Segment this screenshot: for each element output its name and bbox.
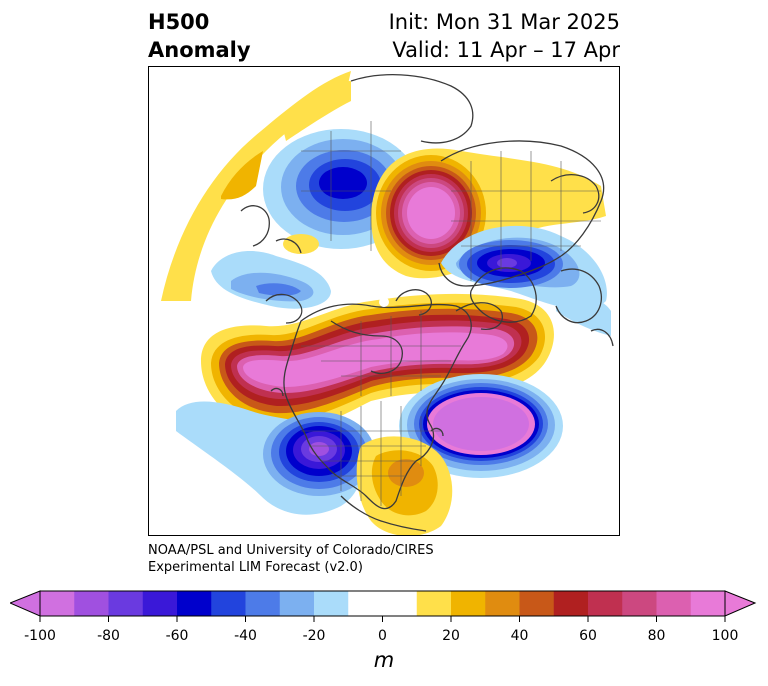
- colorbar-unit: m: [373, 648, 395, 672]
- credit-line-2: Experimental LIM Forecast (v2.0): [148, 560, 363, 575]
- colorbar-cell: [588, 591, 623, 616]
- political-borders: [301, 121, 601, 506]
- credit-text: NOAA/PSL and University of Colorado/CIRE…: [148, 542, 434, 576]
- colorbar-tick-label: -100: [24, 628, 56, 644]
- colorbar-under-triangle: [10, 590, 41, 617]
- colorbar: [10, 590, 757, 622]
- colorbar-cell: [245, 591, 281, 616]
- coastlines: [240, 74, 614, 532]
- colorbar-cell: [40, 591, 75, 616]
- colorbar-tick-label: 0: [378, 628, 387, 644]
- colorbar-cell: [451, 591, 486, 616]
- colorbar-cell: [553, 591, 589, 616]
- colorbar-cell: [142, 591, 178, 616]
- anomaly-west-pacific-trough: [211, 251, 331, 309]
- colorbar-cell: [622, 591, 657, 616]
- colorbar-cell: [519, 591, 555, 616]
- colorbar-cell: [690, 591, 726, 616]
- colorbar-tick-label: -60: [165, 628, 189, 644]
- colorbar-over-triangle: [724, 590, 757, 617]
- colorbar-cell: [74, 591, 109, 616]
- anomaly-arctic-ridge: [371, 148, 606, 279]
- colorbar-tick-label: -40: [234, 628, 257, 644]
- colorbar-cell: [314, 591, 349, 616]
- title-line-2: Anomaly: [148, 38, 251, 62]
- colorbar-cell: [416, 591, 452, 616]
- colorbar-cell: [211, 591, 246, 616]
- colorbar-tick-label: 60: [579, 628, 597, 644]
- colorbar-cell: [279, 591, 315, 616]
- pole-marker: [379, 297, 389, 307]
- colorbar-cell: [108, 591, 144, 616]
- anomaly-canada-atlantic-ridge: [201, 293, 554, 432]
- colorbar-tick-label: 20: [442, 628, 460, 644]
- forecast-dates: Init: Mon 31 Mar 2025 Valid: 11 Apr – 17…: [389, 8, 620, 64]
- colorbar-tick-label: 40: [510, 628, 529, 644]
- credit-line-1: NOAA/PSL and University of Colorado/CIRE…: [148, 543, 434, 558]
- anomaly-europe-trough: [556, 294, 611, 336]
- chart-title: H500 Anomaly: [148, 8, 251, 64]
- colorbar-tick-label: -80: [97, 628, 120, 644]
- valid-range: Valid: 11 Apr – 17 Apr: [392, 38, 620, 62]
- init-date: Init: Mon 31 Mar 2025: [388, 10, 620, 34]
- anomaly-atlantic-trough-ring: [399, 374, 563, 478]
- title-line-1: H500: [148, 10, 210, 34]
- colorbar-cell: [177, 591, 212, 616]
- colorbar-cell: [656, 591, 692, 616]
- colorbar-tick-label: 80: [647, 628, 666, 644]
- colorbar-cell: [348, 591, 383, 616]
- anomaly-west-russia-trough: [441, 225, 607, 310]
- colorbar-ticks: [39, 616, 726, 622]
- anomaly-western-us-trough: [176, 401, 375, 515]
- colorbar-tick-label: -20: [302, 628, 326, 644]
- colorbar-cell: [485, 591, 520, 616]
- anomaly-map: [148, 66, 620, 536]
- colorbar-cell: [382, 591, 418, 616]
- anomaly-top-ridge: [281, 81, 351, 254]
- colorbar-tick-label: 100: [711, 628, 739, 644]
- map-canvas: [161, 71, 614, 535]
- colorbar-cells: [40, 591, 726, 616]
